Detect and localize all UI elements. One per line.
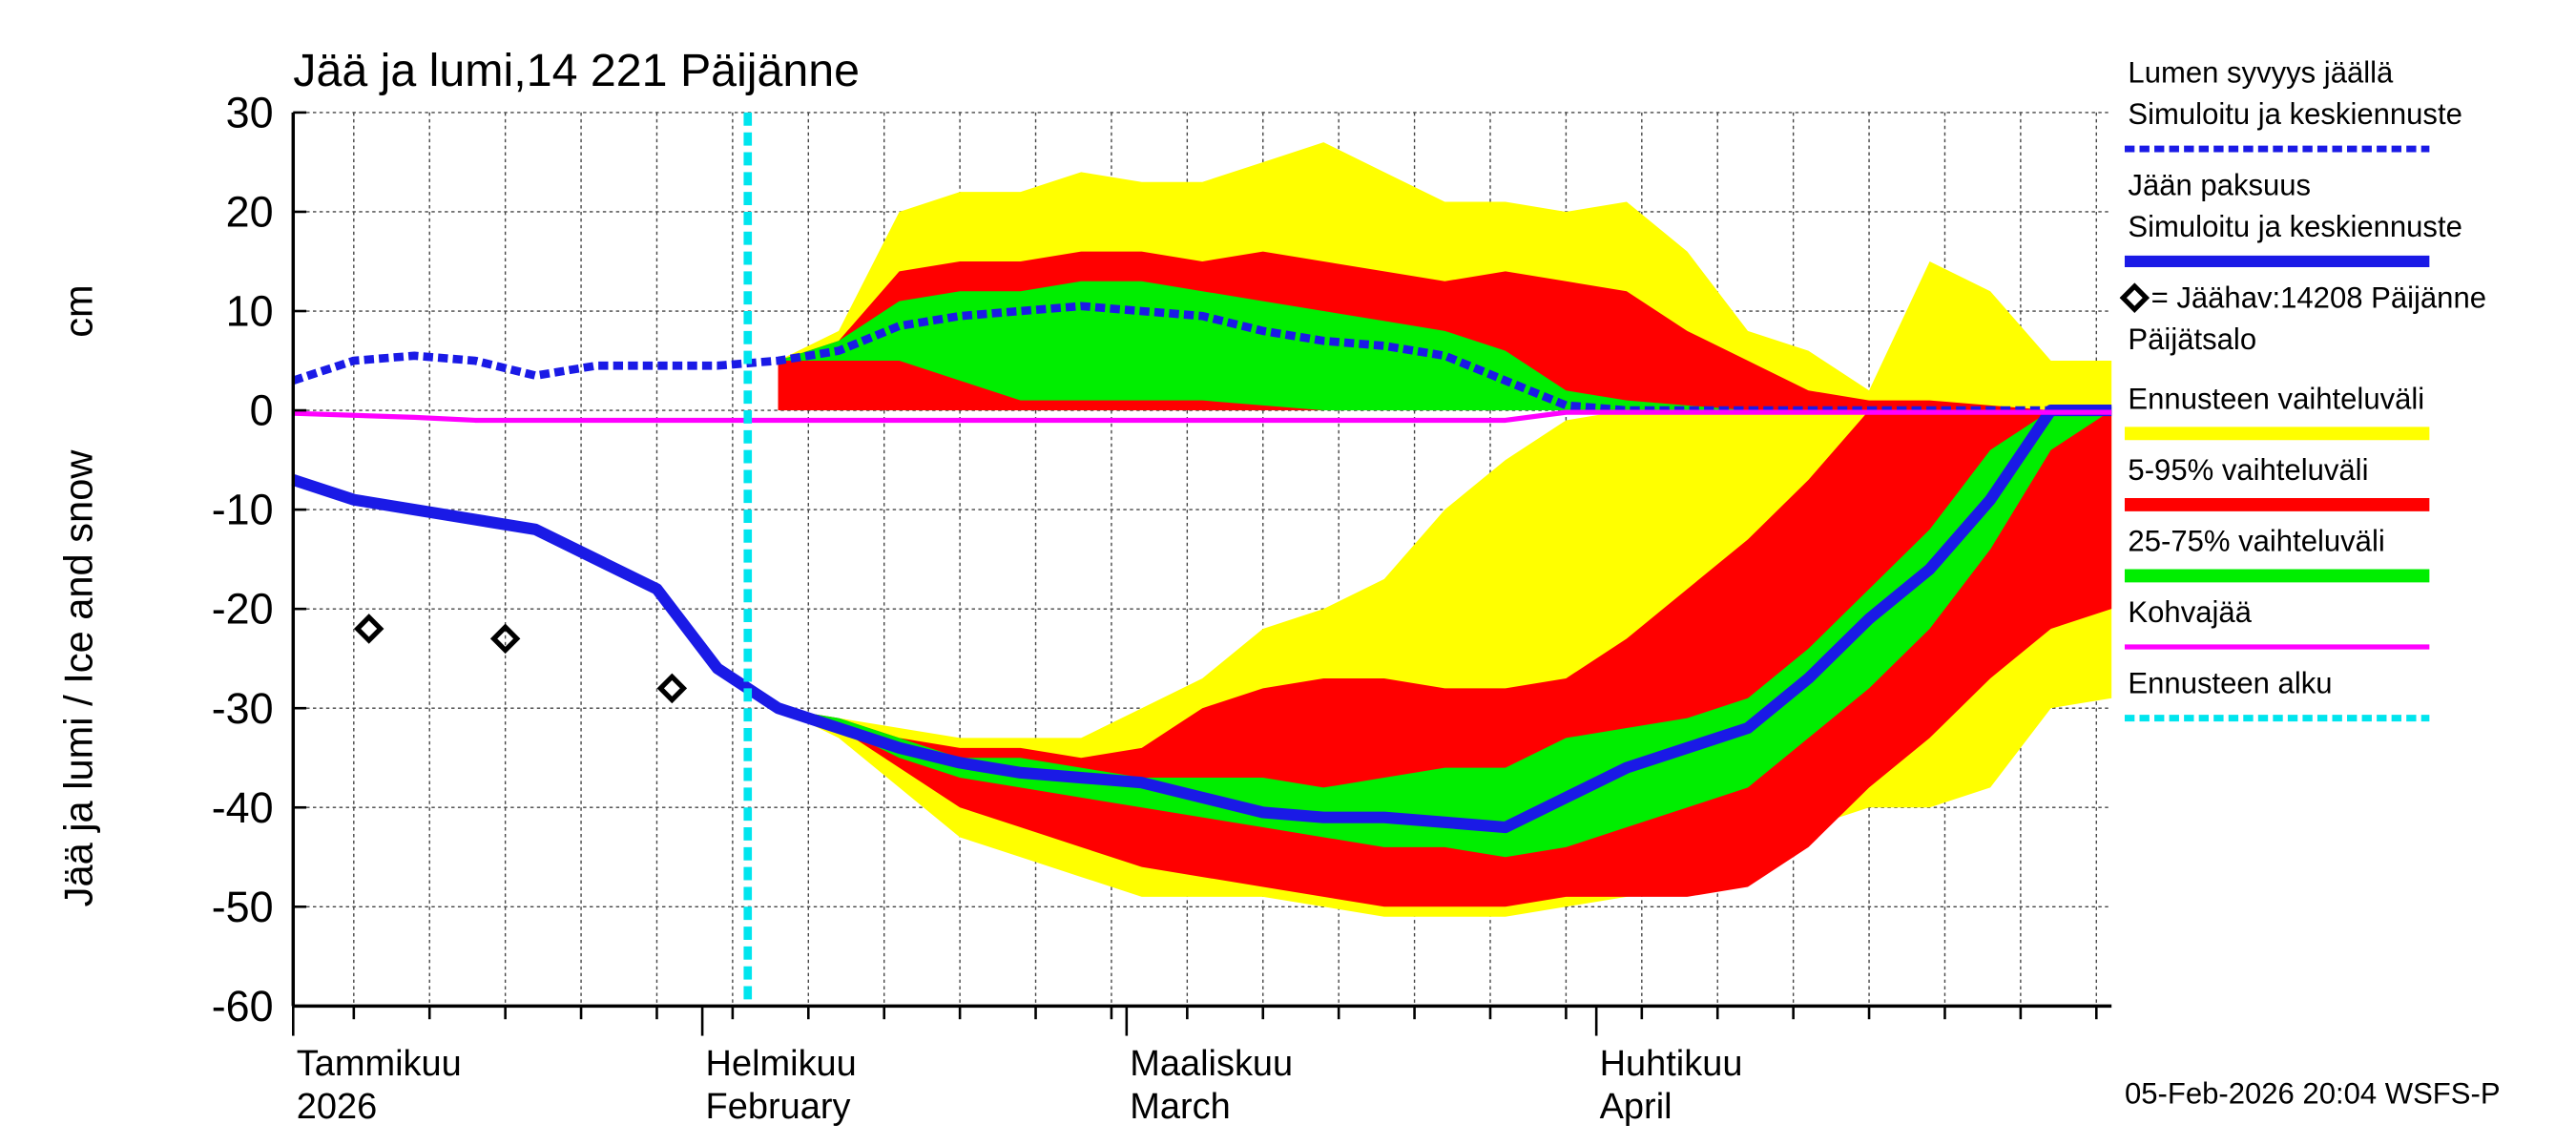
x-tick-label: Maaliskuu (1130, 1044, 1293, 1084)
x-tick-label-line2: 2026 (297, 1087, 377, 1127)
legend-label-line2: Simuloitu ja keskiennuste (2128, 210, 2462, 243)
y-tick-label: 10 (226, 287, 274, 336)
y-tick-label: -60 (212, 982, 274, 1030)
legend-label: Lumen syvyys jäällä (2128, 56, 2394, 90)
range-band (778, 281, 2112, 411)
range-band (778, 410, 2112, 858)
y-tick-label: -50 (212, 883, 274, 931)
x-tick-label: Tammikuu (297, 1044, 462, 1084)
x-tick-label-line2: April (1600, 1087, 1672, 1127)
legend-marker (2119, 282, 2150, 313)
legend-label: 5-95% vaihteluväli (2128, 453, 2368, 487)
observation-marker (353, 614, 384, 644)
legend-label: Ennusteen vaihteluväli (2128, 382, 2424, 415)
x-tick-label-line2: February (706, 1087, 851, 1127)
series-line (293, 409, 2112, 424)
legend-label-line2: Päijätsalo (2128, 323, 2256, 356)
legend-label: Jään paksuus (2128, 169, 2311, 202)
y-tick-label: -40 (212, 783, 274, 832)
y-tick-label: 0 (250, 386, 274, 435)
legend-label: 25-75% vaihteluväli (2128, 524, 2384, 557)
x-tick-label: Helmikuu (706, 1044, 857, 1084)
legend-label: Kohvajää (2128, 595, 2252, 629)
observation-marker (656, 673, 688, 704)
y-tick-label: 20 (226, 187, 274, 236)
y-axis-unit: cm (56, 284, 101, 337)
observation-marker (489, 623, 521, 655)
timestamp: 05-Feb-2026 20:04 WSFS-P (2125, 1077, 2501, 1111)
legend-label: = Jäähav:14208 Päijänne (2151, 281, 2486, 314)
x-tick-label: Huhtikuu (1600, 1044, 1743, 1084)
chart-title: Jää ja lumi,14 221 Päijänne (293, 45, 860, 96)
y-tick-label: -30 (212, 684, 274, 733)
x-tick-label-line2: March (1130, 1087, 1230, 1127)
y-tick-label: -20 (212, 585, 274, 634)
y-axis-label: Jää ja lumi / Ice and snow (56, 449, 101, 907)
legend-label: Ennusteen alku (2128, 667, 2332, 700)
y-tick-label: -10 (212, 486, 274, 534)
y-tick-label: 30 (226, 88, 274, 136)
series-line (291, 404, 2112, 834)
legend-label-line2: Simuloitu ja keskiennuste (2128, 97, 2462, 131)
